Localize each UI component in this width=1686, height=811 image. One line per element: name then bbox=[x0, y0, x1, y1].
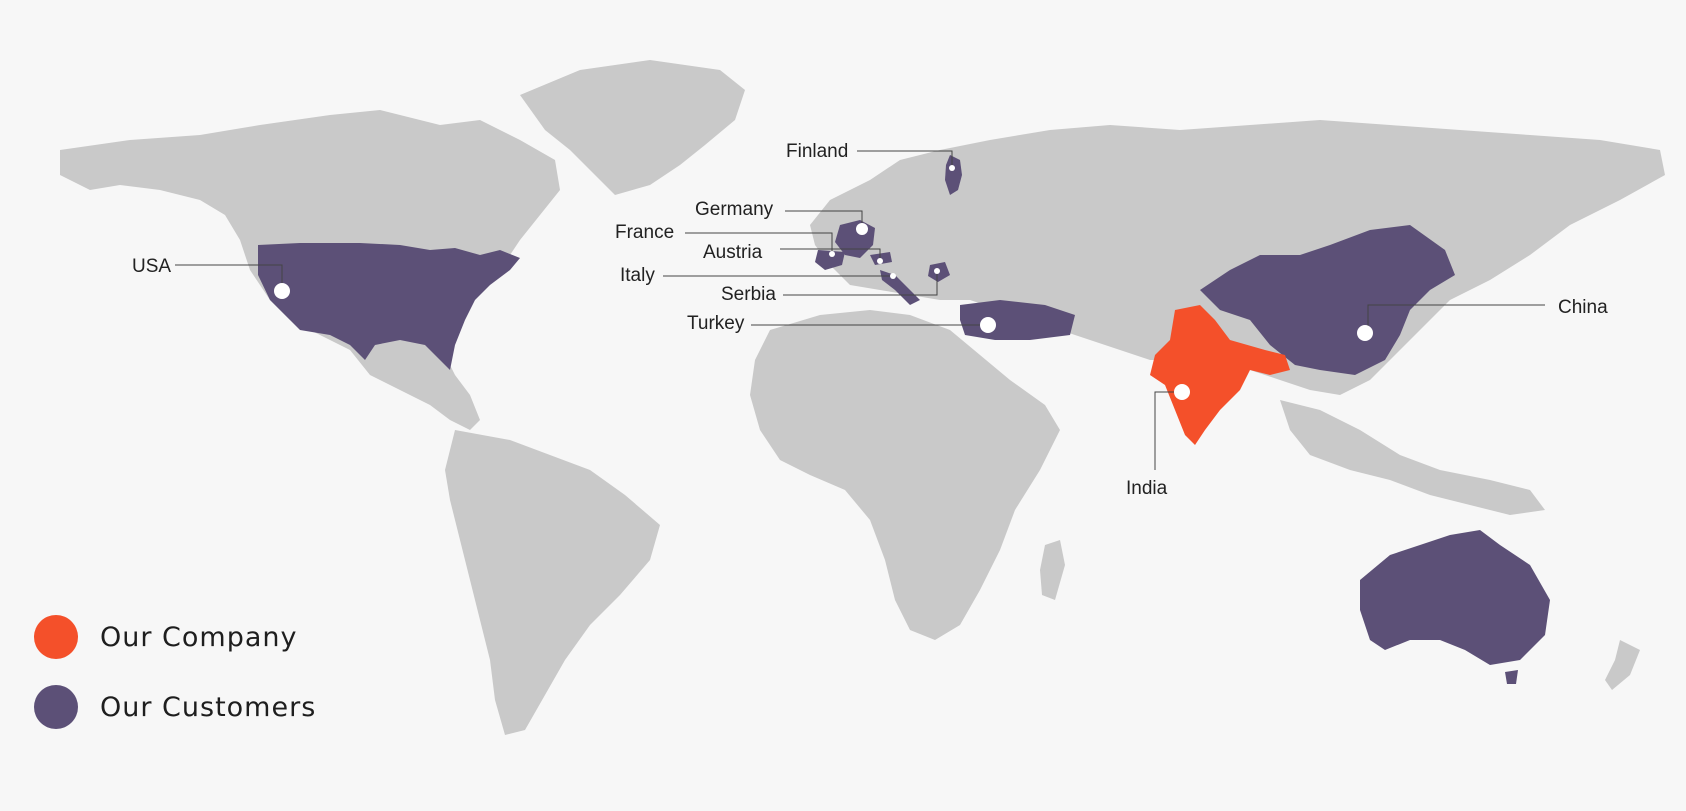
marker-usa bbox=[274, 283, 290, 299]
marker-austria bbox=[877, 258, 883, 264]
marker-serbia bbox=[934, 268, 940, 274]
country-tasmania bbox=[1505, 670, 1518, 684]
leader-france bbox=[685, 232, 833, 253]
country-australia bbox=[1360, 530, 1550, 665]
label-india: India bbox=[1126, 478, 1168, 499]
leader-usa bbox=[175, 264, 283, 290]
country-labels: Finland Germany France Austria USA Italy… bbox=[132, 141, 1608, 499]
label-china: China bbox=[1558, 297, 1608, 318]
leader-serbia bbox=[783, 270, 938, 296]
legend-label-customers: Our Customers bbox=[100, 691, 317, 723]
land-madagascar bbox=[1040, 540, 1065, 600]
legend-item-customers: Our Customers bbox=[34, 685, 316, 729]
label-france: France bbox=[615, 222, 674, 243]
land-southeast-asia bbox=[1280, 400, 1545, 515]
legend: Our Company Our Customers bbox=[34, 615, 316, 755]
legend-label-company: Our Company bbox=[100, 621, 298, 653]
marker-finland bbox=[949, 165, 955, 171]
marker-france bbox=[829, 251, 835, 257]
label-turkey: Turkey bbox=[687, 313, 745, 334]
leader-austria bbox=[780, 248, 881, 260]
leader-india bbox=[1154, 391, 1182, 470]
label-germany: Germany bbox=[695, 199, 774, 220]
legend-item-company: Our Company bbox=[34, 615, 316, 659]
marker-germany bbox=[856, 223, 868, 235]
land-south-america bbox=[445, 430, 660, 735]
land-greenland bbox=[520, 60, 745, 195]
land-new-zealand bbox=[1605, 640, 1640, 690]
company-swatch-icon bbox=[34, 615, 78, 659]
country-italy bbox=[880, 270, 920, 305]
marker-china bbox=[1357, 325, 1373, 341]
leader-germany bbox=[785, 210, 863, 228]
marker-italy bbox=[890, 273, 896, 279]
markers bbox=[274, 165, 1373, 400]
country-india bbox=[1150, 305, 1290, 445]
land-eurasia bbox=[810, 120, 1665, 395]
customers-swatch-icon bbox=[34, 685, 78, 729]
label-serbia: Serbia bbox=[721, 284, 776, 305]
country-spain-portugal bbox=[815, 250, 845, 270]
marker-turkey bbox=[980, 317, 996, 333]
leader-lines bbox=[175, 150, 1545, 470]
leader-china bbox=[1367, 304, 1545, 332]
label-italy: Italy bbox=[620, 265, 655, 286]
marker-india bbox=[1174, 384, 1190, 400]
country-china bbox=[1200, 225, 1455, 375]
label-usa: USA bbox=[132, 256, 171, 277]
land-africa bbox=[750, 310, 1060, 640]
label-austria: Austria bbox=[703, 242, 763, 263]
label-finland: Finland bbox=[786, 141, 848, 162]
leader-finland bbox=[857, 150, 953, 168]
country-usa bbox=[258, 243, 520, 370]
country-finland bbox=[945, 155, 962, 195]
